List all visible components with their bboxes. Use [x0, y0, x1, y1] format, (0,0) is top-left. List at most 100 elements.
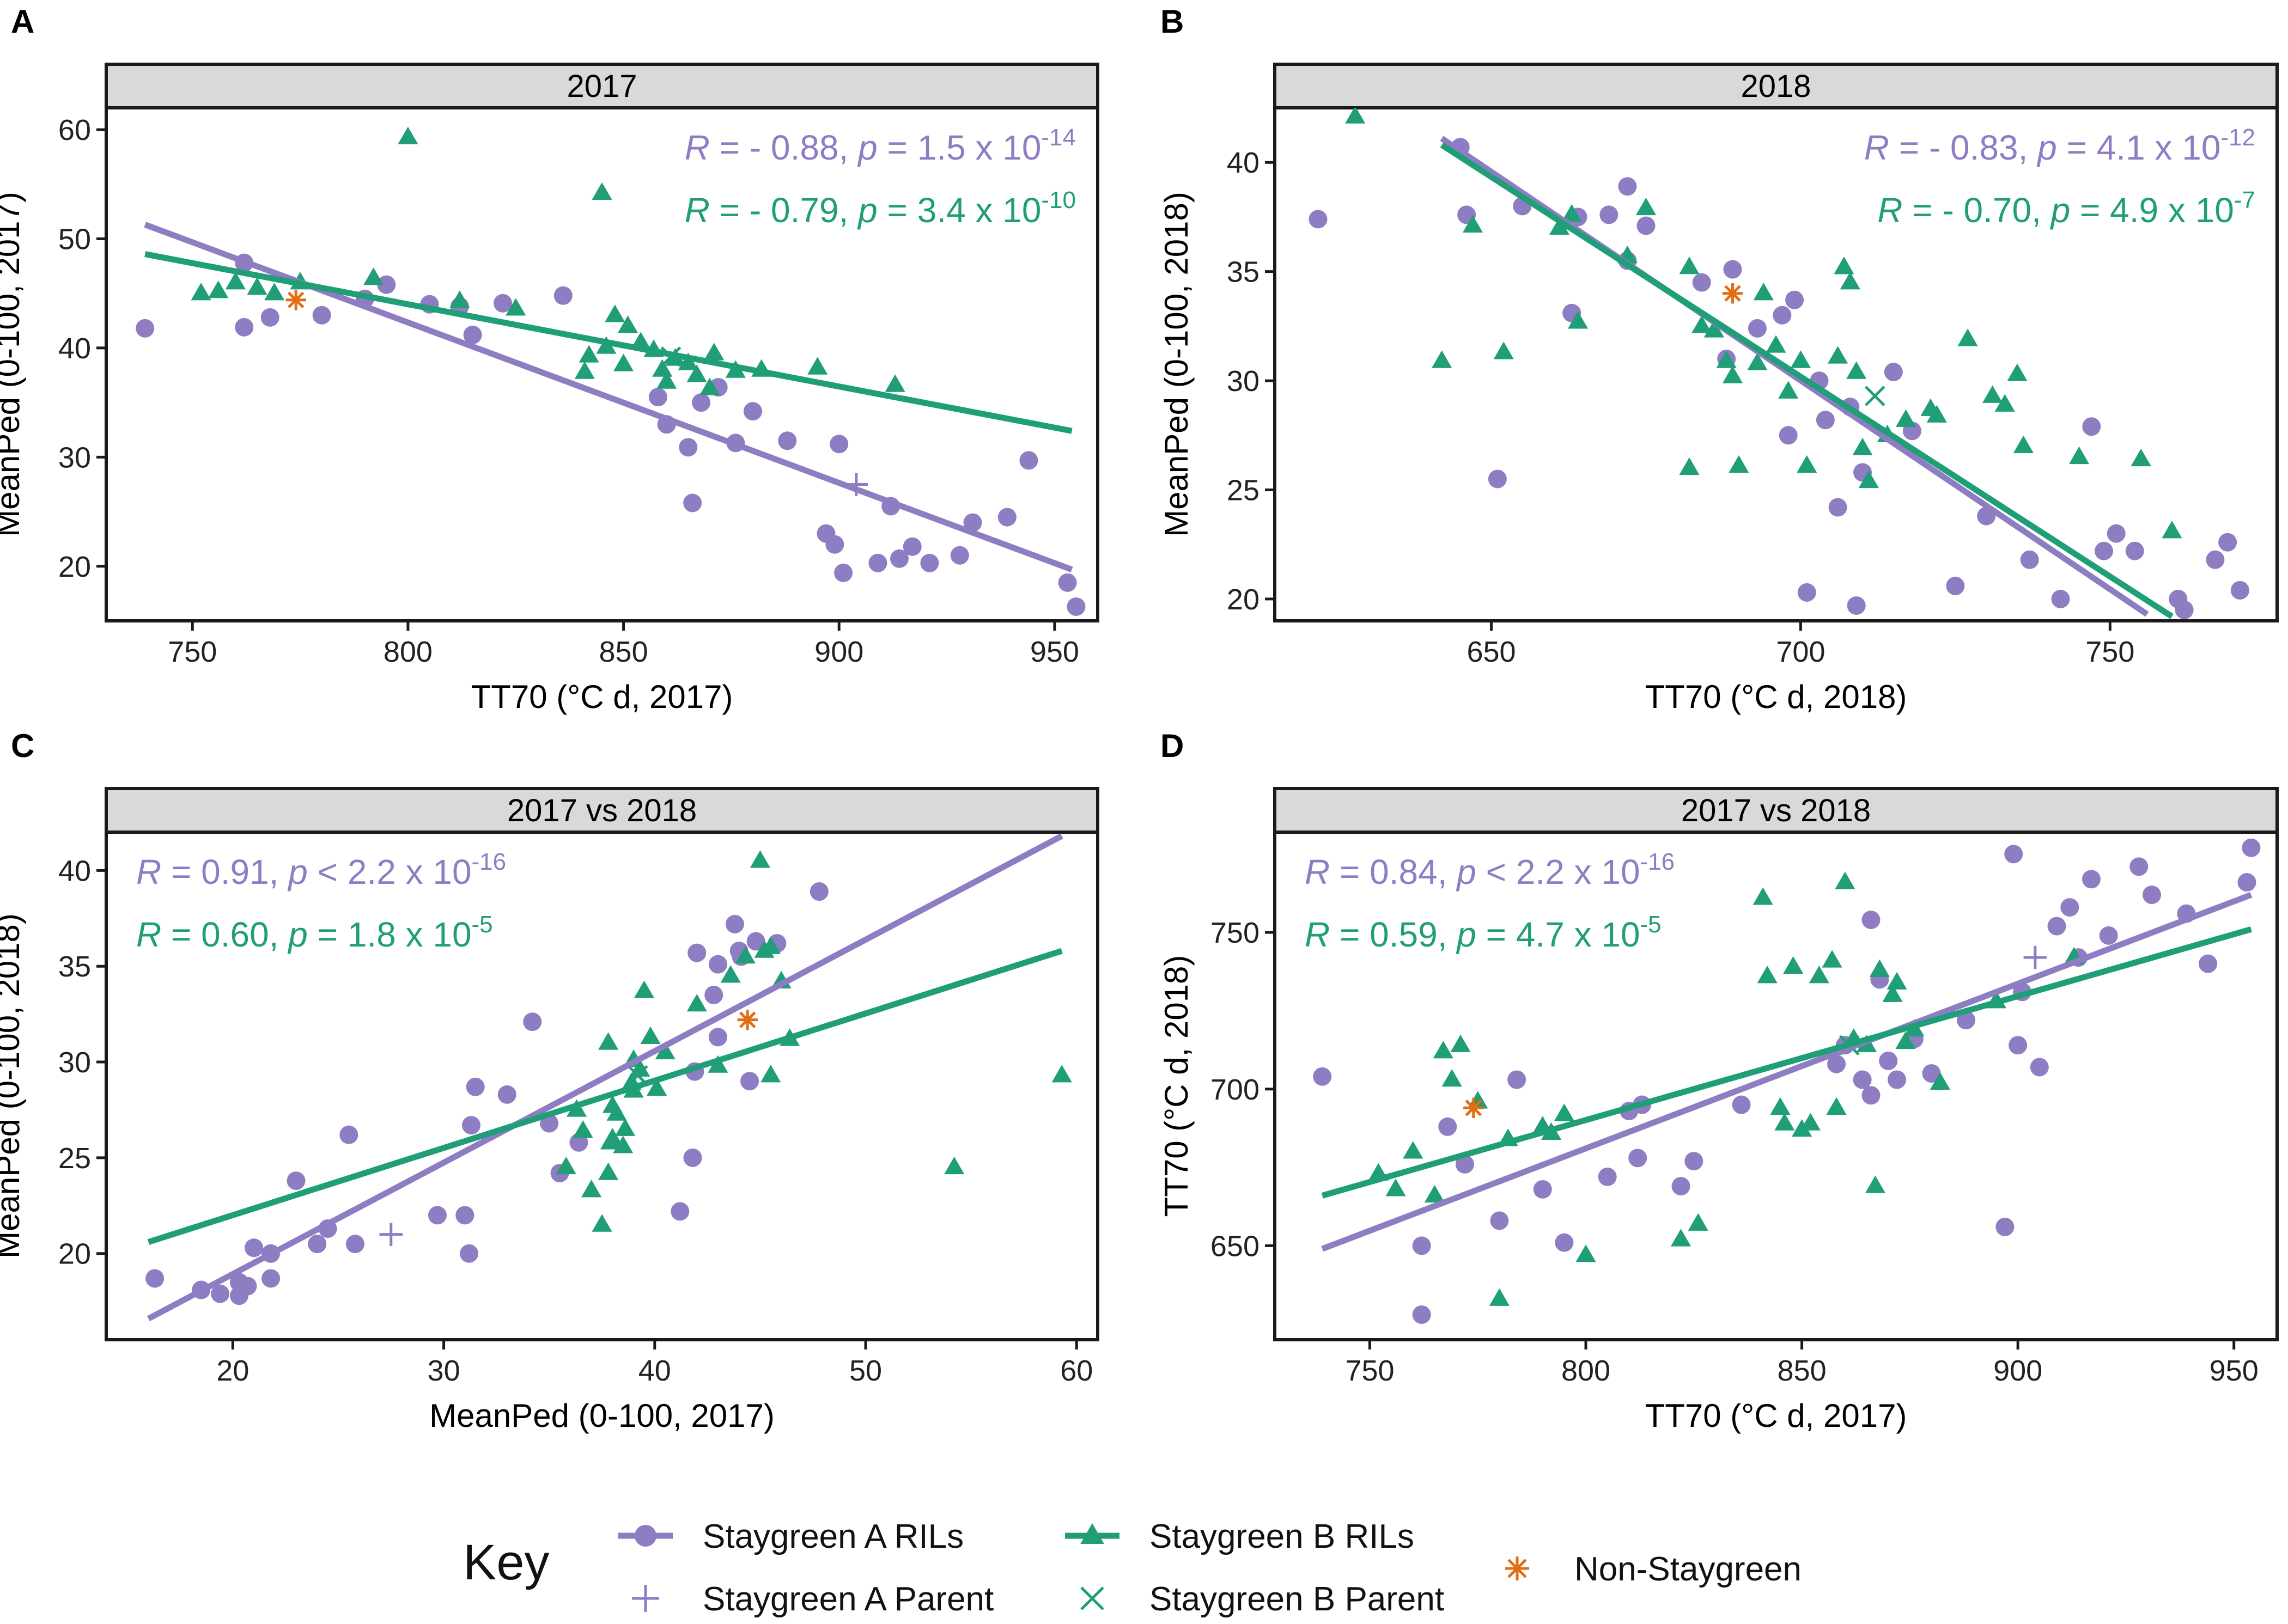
point-staygreen-b-rils [208, 280, 229, 298]
point-staygreen-a-rils [2175, 600, 2194, 619]
point-staygreen-b-rils [656, 371, 677, 389]
point-non-staygreen [1722, 283, 1743, 304]
fit-line-staygreen-b-rils [1440, 142, 2174, 619]
y-tick-label: 60 [58, 114, 91, 146]
point-staygreen-b-rils [1450, 1034, 1471, 1052]
point-staygreen-b-rils [2131, 448, 2151, 467]
point-staygreen-b-rils [1858, 470, 1879, 489]
point-staygreen-b-rils [264, 283, 285, 301]
point-staygreen-a-rils [725, 914, 744, 933]
point-staygreen-a-rils [1888, 1070, 1907, 1089]
point-staygreen-a-rils [497, 1085, 516, 1104]
point-staygreen-a-rils [1946, 576, 1965, 595]
point-staygreen-a-rils [648, 388, 667, 407]
point-staygreen-b-rils [1852, 437, 1873, 456]
point-staygreen-b-rils [1722, 365, 1743, 383]
point-staygreen-b-rils [735, 946, 756, 964]
point-staygreen-a-rils [2047, 917, 2066, 936]
point-staygreen-a-rils [455, 1206, 474, 1225]
correlation-annotation: R = 0.84, p < 2.2 x 10-16 [1305, 848, 1675, 892]
point-staygreen-a-rils [708, 955, 727, 974]
point-staygreen-b-rils [1679, 257, 1700, 274]
point-staygreen-b-rils [1882, 984, 1903, 1002]
point-staygreen-b-rils [699, 377, 720, 395]
point-staygreen-b-rils [613, 353, 634, 371]
point-staygreen-b-rils [1797, 455, 1817, 473]
point-staygreen-a-rils [687, 943, 707, 962]
y-axis-title: TT70 (°C d, 2018) [1158, 955, 1195, 1217]
annotation-r-text: = 0.91, [161, 852, 288, 892]
annotation-p-label: p [287, 852, 308, 892]
y-tick-label: 750 [1210, 917, 1259, 949]
point-staygreen-b-rils [592, 182, 612, 200]
panel-d: D 2017 vs 2018 750 800 850 900 950 650 700 750 TT7… [1158, 728, 2279, 1434]
point-staygreen-b-rils [686, 993, 707, 1012]
point-staygreen-b-rils [750, 850, 770, 868]
strip-header [1273, 63, 2279, 109]
point-staygreen-b-rils [1691, 315, 1712, 333]
point-staygreen-a-rils [1019, 451, 1038, 470]
series-non-staygreen [285, 290, 306, 310]
point-staygreen-b-rils [1766, 335, 1786, 353]
point-staygreen-b-rils [191, 283, 211, 301]
point-staygreen-b-rils [1716, 350, 1737, 368]
point-staygreen-a-rils [1438, 1117, 1457, 1136]
point-staygreen-a-rils [1853, 1070, 1872, 1089]
panel-b: B 2018 650 700 750 20 25 30 35 40 TT70 (°C d, 2018… [1158, 3, 2279, 715]
point-staygreen-a-rils [553, 286, 573, 305]
y-tick-label: 35 [58, 950, 91, 983]
x-axis-title: TT70 (°C d, 2018) [1645, 679, 1907, 715]
point-staygreen-a-rils [1684, 1152, 1703, 1171]
point-staygreen-b-rils [1834, 257, 1854, 274]
point-staygreen-a-rils [671, 1202, 690, 1221]
legend-title: Key [463, 1535, 550, 1590]
point-staygreen-b-rils [1688, 1213, 1708, 1231]
point-staygreen-a-rils [145, 1269, 165, 1288]
series-staygreen-a-parent [379, 1223, 403, 1246]
point-staygreen-b-rils [760, 1065, 781, 1083]
annotation-p-text: = 4.1 x 10 [2057, 128, 2221, 167]
point-staygreen-b-rils [1783, 956, 1804, 974]
x-tick-label: 750 [2085, 636, 2134, 668]
point-staygreen-a-rils [834, 563, 853, 582]
point-staygreen-b-rils [1865, 1175, 1885, 1193]
point-staygreen-a-rils [1922, 1064, 1941, 1083]
annotation-r-text: = - 0.70, [1902, 191, 2050, 230]
point-staygreen-a-rils [1861, 1086, 1881, 1105]
plot-area [136, 126, 1086, 616]
annotation-r-text: = - 0.83, [1889, 128, 2037, 167]
annotation-p-text: = 3.4 x 10 [878, 191, 1042, 230]
legend-asterisk-icon [1505, 1556, 1529, 1580]
fit-line-staygreen-a-rils [1321, 892, 2253, 1252]
x-tick-label: 650 [1466, 636, 1516, 668]
point-non-staygreen [285, 290, 306, 310]
point-staygreen-b-rils [2162, 521, 2182, 539]
point-staygreen-a-rils [235, 318, 254, 337]
point-staygreen-a-rils [683, 1148, 702, 1167]
point-staygreen-a-rils [2082, 417, 2101, 436]
point-staygreen-a-rils [2206, 550, 2225, 569]
point-staygreen-b-rils [1835, 871, 1855, 889]
point-staygreen-b-rils [2068, 446, 2090, 465]
panel-label: B [1160, 3, 1184, 40]
point-staygreen-a-rils [2230, 581, 2249, 600]
annotation-p-label: p [857, 191, 878, 230]
annotation-exponent: -12 [2220, 124, 2255, 151]
annotation-r-label: R [136, 915, 161, 954]
point-staygreen-a-rils [339, 1125, 358, 1144]
fit-line-staygreen-b-rils [147, 948, 1063, 1245]
point-staygreen-a-rils [1412, 1236, 1431, 1255]
point-staygreen-b-rils [592, 1214, 612, 1232]
point-staygreen-b-rils [760, 936, 781, 954]
point-staygreen-b-rils [1994, 394, 2015, 412]
point-staygreen-a-rils [1828, 498, 1847, 517]
point-staygreen-a-rils [1827, 1054, 1846, 1073]
point-staygreen-a-rils [1748, 319, 1767, 338]
point-staygreen-b-rils [1345, 108, 1366, 124]
point-staygreen-a-rils [1816, 411, 1835, 430]
annotation-p-text: = 1.8 x 10 [308, 915, 472, 954]
point-staygreen-a-rils [1618, 177, 1637, 196]
point-staygreen-b-rils [1462, 215, 1483, 233]
annotation-exponent: -7 [2234, 187, 2255, 213]
x-axis-title: TT70 (°C d, 2017) [471, 679, 733, 715]
